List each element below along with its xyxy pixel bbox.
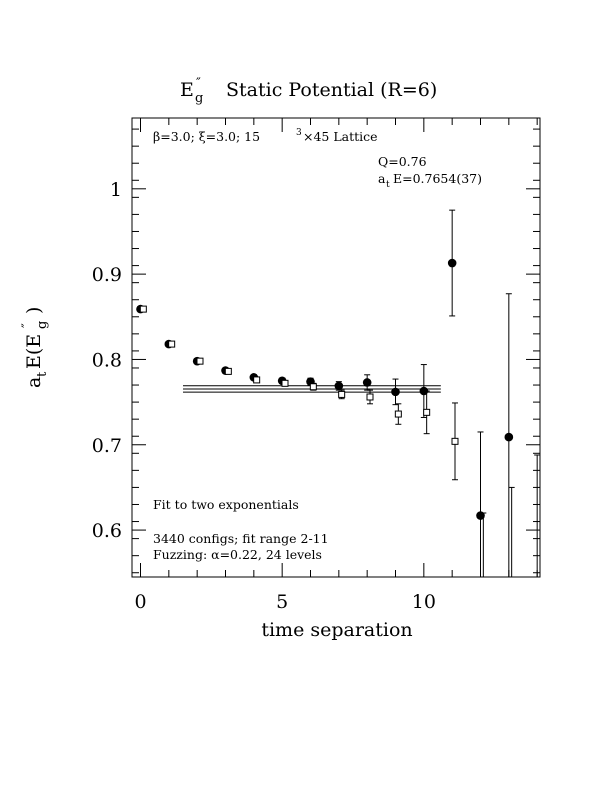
ylabel-sup: ″: [20, 323, 35, 328]
x-axis-label: time separation: [261, 619, 412, 641]
y-tick-label: 0.7: [92, 435, 122, 457]
data-point-circle: [447, 209, 457, 317]
title-main: E: [180, 79, 194, 101]
data-point-square: [196, 357, 204, 365]
ylabel-mid: E(E: [23, 334, 45, 369]
data-point-circle: [504, 293, 514, 577]
marker-circle: [391, 387, 400, 397]
marker-square: [196, 357, 204, 365]
lattice-text-b: ×45 Lattice: [303, 129, 378, 144]
ylabel-sub: t: [35, 371, 50, 377]
data-point-square: [168, 340, 176, 348]
lattice-text-a: β=3.0; ξ=3.0; 15: [153, 129, 260, 144]
data-point-square: [394, 403, 402, 425]
plot-frame: [131, 117, 541, 578]
data-point-circle: [334, 381, 344, 391]
data-point-square: [253, 376, 261, 384]
marker-square: [423, 408, 431, 416]
chart-title: E ″ g Static Potential (R=6): [180, 76, 437, 106]
marker-circle: [504, 432, 514, 442]
annotation-energy: a t E=0.7654(37): [378, 171, 482, 190]
ylabel-end: ): [23, 307, 45, 314]
energy-text-a: a: [378, 171, 386, 186]
x-tick-label: 5: [276, 591, 288, 613]
data-point-square: [508, 486, 515, 577]
lattice-text-sup: 3: [296, 128, 302, 138]
annotation-configs: 3440 configs; fit range 2-11: [153, 531, 329, 546]
data-point-square: [480, 512, 487, 577]
marker-square: [139, 305, 147, 313]
energy-text-b: E=0.7654(37): [393, 171, 482, 186]
y-tick-label: 0.9: [92, 264, 122, 286]
marker-square: [253, 376, 261, 384]
y-tick-label: 1: [110, 179, 122, 201]
marker-square: [394, 410, 402, 418]
data-point-square: [281, 379, 289, 387]
annotation-q: Q=0.76: [378, 154, 427, 169]
marker-circle: [362, 378, 372, 387]
marker-square: [281, 379, 289, 387]
data-point-circle: [362, 374, 372, 391]
ylabel-sub2: g: [35, 321, 50, 329]
annotation-fuzzing: Fuzzing: α=0.22, 24 levels: [153, 547, 322, 562]
data-point-square: [451, 402, 459, 481]
x-tick-label: 0: [134, 591, 146, 613]
annotation-lattice: β=3.0; ξ=3.0; 15 3 ×45 Lattice: [153, 128, 378, 144]
marker-square: [338, 390, 346, 398]
energy-text-sub: t: [386, 180, 390, 190]
data-point-square: [366, 389, 374, 405]
y-axis-label: a t E(E ″ g ): [20, 307, 50, 388]
title-sub: g: [195, 91, 203, 106]
data-points: [136, 209, 541, 577]
title-rest: Static Potential (R=6): [226, 79, 437, 101]
marker-circle: [334, 381, 344, 391]
title-sup: ″: [196, 76, 201, 91]
marker-square: [224, 367, 232, 375]
axes: 0 5 10 0.6 0.7 0.8 0.9 1: [92, 117, 541, 613]
marker-square: [366, 393, 374, 401]
annotation-fit: Fit to two exponentials: [153, 497, 299, 512]
marker-circle: [447, 258, 457, 268]
data-point-square: [309, 382, 317, 391]
marker-square: [451, 437, 459, 445]
data-point-square: [534, 454, 541, 577]
y-tick-label: 0.8: [92, 349, 122, 371]
data-point-circle: [391, 378, 400, 406]
marker-square: [168, 340, 176, 348]
data-point-square: [139, 305, 147, 313]
y-tick-label: 0.6: [92, 520, 122, 542]
data-point-square: [423, 390, 431, 435]
x-tick-label: 10: [412, 591, 436, 613]
data-point-square: [338, 389, 346, 400]
data-point-square: [224, 367, 232, 375]
ylabel-main: a: [23, 377, 45, 388]
marker-square: [309, 383, 317, 391]
